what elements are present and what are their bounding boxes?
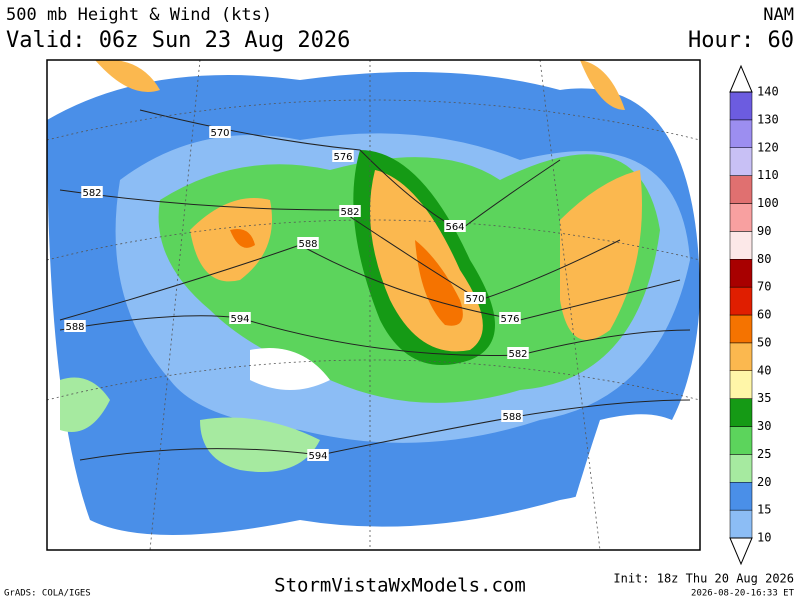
contour-label: 588: [298, 239, 317, 250]
colorbar-segment: [729, 509, 753, 539]
contour-label-bg: [81, 186, 103, 198]
colorbar-segment: [729, 175, 753, 204]
colorbar-label: 140: [757, 85, 779, 99]
colorbar-segment: [729, 91, 753, 121]
title: 500 mb Height & Wind (kts): [6, 5, 272, 25]
contour-label: 582: [82, 188, 101, 199]
colorbar-label: 40: [757, 363, 771, 377]
colorbar-segment: [729, 314, 753, 344]
colorbar-label: 110: [757, 168, 779, 182]
contour-label-bg: [499, 312, 521, 324]
contour-label: 564: [445, 222, 464, 233]
contour-label: 570: [465, 294, 484, 305]
contour-label-bg: [297, 237, 319, 249]
height-contours: [59, 109, 691, 461]
contour-label-bg: [444, 220, 466, 232]
contour-label-bg: [339, 205, 361, 217]
colorbar-label: 120: [757, 140, 779, 154]
contour-label-bg: [229, 312, 251, 324]
wind-field: [47, 60, 700, 550]
colorbar-segment: [729, 398, 753, 427]
colorbar-segment: [729, 203, 753, 232]
contour-label: 588: [65, 322, 84, 333]
model: NAM: [763, 5, 794, 25]
contour-label: 576: [500, 314, 519, 325]
colorbar-label: 100: [757, 196, 779, 210]
colorbar-segment: [729, 426, 753, 455]
colorbar-label: 30: [757, 419, 771, 433]
map: 570 576 582 582 564 588 570 588 594 576 582 588 594: [46, 59, 701, 551]
contour-label-bg: [307, 449, 329, 461]
timestamp: 2026-08-20-16:33 ET: [691, 589, 795, 599]
contour-label-bg: [209, 126, 231, 138]
contour-label-bg: [501, 410, 523, 422]
colorbar-label: 25: [757, 447, 771, 461]
credit: GrADS: COLA/IGES: [4, 589, 91, 599]
colorbar-bottom-arrow: [729, 537, 753, 566]
colorbar-segment: [729, 147, 753, 176]
colorbar-label: 50: [757, 335, 771, 349]
colorbar-segment: [729, 342, 753, 371]
contour-label: 576: [333, 152, 352, 163]
contour-label-bg: [507, 347, 529, 359]
colorbar-segment: [729, 286, 753, 316]
colorbar-top-arrow: [729, 64, 753, 93]
contour-label: 588: [502, 412, 521, 423]
contour-label-bg: [464, 292, 486, 304]
contour-label-bg: [332, 150, 354, 162]
lat-lon-grid: [47, 60, 700, 550]
contour-label: 570: [210, 128, 229, 139]
colorbar-label: 90: [757, 224, 771, 238]
colorbar-label: 80: [757, 252, 771, 266]
contour-label: 594: [230, 314, 249, 325]
colorbar-segment: [729, 119, 753, 148]
colorbar-segment: [729, 231, 753, 260]
colorbar-label: 35: [757, 391, 771, 405]
valid-time: Valid: 06z Sun 23 Aug 2026: [6, 28, 350, 53]
colorbar-segment: [729, 454, 753, 483]
contour-label: 582: [340, 207, 359, 218]
colorbar-label: 20: [757, 475, 771, 489]
map-frame: [46, 59, 701, 551]
colorbar-label: 10: [757, 531, 771, 545]
contour-label-bg: [64, 320, 86, 332]
colorbar-label: 60: [757, 308, 771, 322]
colorbar-label: 130: [757, 112, 779, 126]
contour-labels: 570 576 582 582 564 588 570 588 594 576 582 588 594: [64, 126, 529, 462]
colorbar-segment: [729, 259, 753, 288]
colorbar-segment: [729, 370, 753, 399]
site: StormVistaWxModels.com: [274, 575, 526, 597]
colorbar-label: 15: [757, 503, 771, 517]
contour-label: 594: [308, 451, 327, 462]
colorbar-segment: [729, 482, 753, 511]
contour-label: 582: [508, 349, 527, 360]
forecast-hour: Hour: 60: [688, 28, 794, 53]
init-time: Init: 18z Thu 20 Aug 2026: [613, 572, 794, 586]
colorbar: 10 15 20 25 30 35 40 50 60 70 80 90 100 110 120 130 140: [729, 64, 779, 566]
colorbar-label: 70: [757, 280, 771, 294]
